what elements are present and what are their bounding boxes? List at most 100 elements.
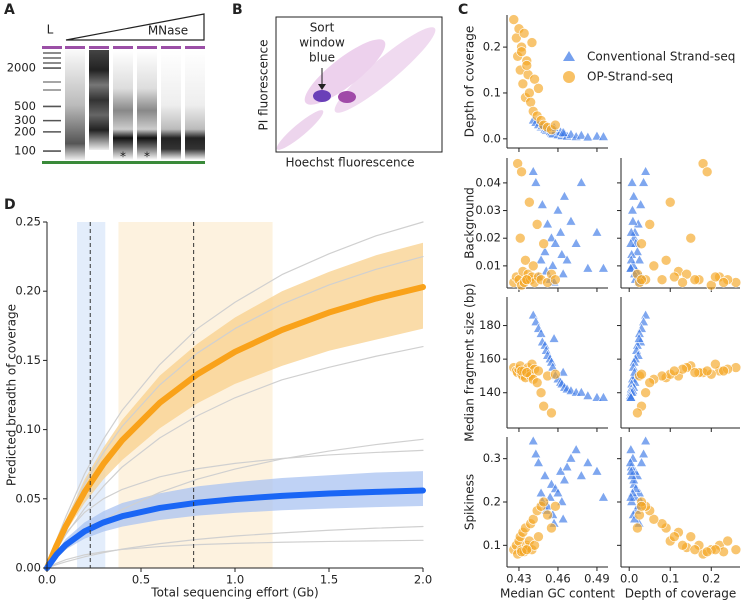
scatter-point xyxy=(701,166,713,178)
scatter-point xyxy=(640,387,651,399)
annotation: Sort xyxy=(310,21,335,35)
scatter-point xyxy=(631,245,643,256)
scatter-point xyxy=(547,259,559,270)
scatter-point xyxy=(538,238,549,250)
x-axis-label: Median GC content xyxy=(500,587,615,601)
scatter-point xyxy=(710,271,721,283)
scatter-point xyxy=(689,367,701,378)
scatter-point xyxy=(536,198,548,209)
scatter-point xyxy=(722,535,733,547)
scatter-point xyxy=(640,165,652,176)
scatter-point xyxy=(638,176,650,187)
scatter-point xyxy=(591,465,603,476)
scatter-point xyxy=(535,327,547,338)
y-tick-label: 140 xyxy=(479,385,501,399)
y-tick-label: 0.2 xyxy=(483,495,501,509)
scatter-point xyxy=(669,271,680,283)
scatter-point xyxy=(575,469,587,480)
scatter-point xyxy=(533,365,544,377)
scatter-point xyxy=(625,491,637,502)
scatter-point xyxy=(521,274,533,286)
scatter-point xyxy=(557,268,569,278)
scatter-point xyxy=(565,215,577,226)
y-tick-label: 0.05 xyxy=(15,491,41,505)
curve xyxy=(46,525,424,569)
gel-lane xyxy=(185,50,205,160)
y-axis-label: Background xyxy=(463,187,477,259)
panel-letter: D xyxy=(4,197,16,213)
scatter-point xyxy=(557,513,569,524)
scatter-point xyxy=(591,226,603,237)
scatter-point xyxy=(627,215,639,226)
scatter-point xyxy=(648,260,660,272)
ladder-size-label: 200 xyxy=(14,124,36,138)
scatter-point xyxy=(527,165,539,176)
scatter-point xyxy=(527,309,539,320)
scatter-point xyxy=(625,391,637,402)
y-tick-label: 0.0 xyxy=(483,131,501,145)
ladder-label: L xyxy=(47,23,54,37)
legend-marker xyxy=(563,51,575,61)
scatter-point xyxy=(542,509,553,521)
scatter-point xyxy=(524,196,535,208)
curve xyxy=(44,284,426,571)
scatter-point xyxy=(660,255,672,266)
scatter-point xyxy=(685,232,697,244)
y-tick-label: 160 xyxy=(479,352,501,366)
facs-panel: B Sort window blue Hoechst fluorescence … xyxy=(232,2,443,170)
y-tick-label: 0.3 xyxy=(483,451,501,465)
scatter-point xyxy=(530,176,542,187)
scatter-point xyxy=(582,456,594,467)
ladder-size-label: 300 xyxy=(14,113,36,127)
annotation-arrowhead xyxy=(318,84,326,90)
scatter-point xyxy=(533,83,544,94)
scatter-point xyxy=(508,14,520,25)
scatter-point xyxy=(529,73,540,85)
scatter-point xyxy=(597,491,609,502)
gel-lane xyxy=(89,50,109,150)
x-tick-label: 0.0 xyxy=(620,572,638,586)
scatter-point xyxy=(533,531,544,542)
scatter-point xyxy=(521,544,533,555)
scatter-point xyxy=(575,129,587,140)
x-tick-label: 0.5 xyxy=(132,573,150,587)
scatter-point xyxy=(516,166,527,178)
x-axis-label: Depth of coverage xyxy=(625,587,736,601)
scatter-point xyxy=(625,226,637,237)
legend-marker xyxy=(563,71,575,83)
scatter-point xyxy=(565,452,577,463)
scatter-point xyxy=(550,501,561,512)
scatter-point xyxy=(518,28,530,39)
y-tick-label: 0.01 xyxy=(475,258,501,272)
scatter-point xyxy=(626,204,638,215)
lane-mark: * xyxy=(120,150,126,164)
scatter-point xyxy=(535,254,547,265)
scatter-point xyxy=(514,232,526,244)
density-peak xyxy=(338,91,356,103)
scatter-point xyxy=(632,522,643,534)
scatter-point xyxy=(532,456,544,467)
scatter-point xyxy=(527,260,539,272)
scatter-point xyxy=(561,254,573,265)
scatter-point xyxy=(575,176,587,187)
scatter-point xyxy=(524,87,535,99)
scatter-point xyxy=(535,487,547,498)
scatter-point xyxy=(520,255,531,266)
scatter-point xyxy=(550,274,561,286)
scatter-point xyxy=(531,377,543,388)
scatter-point xyxy=(632,407,643,419)
well-bar xyxy=(89,46,109,49)
scatter-point xyxy=(582,131,594,142)
scatter-point xyxy=(636,501,647,512)
legend-label: OP-Strand-seq xyxy=(587,70,673,84)
scatter-point xyxy=(516,46,527,57)
well-bar xyxy=(65,46,85,49)
gel-lane xyxy=(137,50,157,160)
scatter-point xyxy=(701,365,713,377)
ladder-size-label: 100 xyxy=(14,144,36,158)
y-tick-label: 180 xyxy=(479,318,501,332)
scatter-point xyxy=(527,514,539,525)
well-bar xyxy=(185,46,205,49)
scatter-point xyxy=(552,487,564,498)
